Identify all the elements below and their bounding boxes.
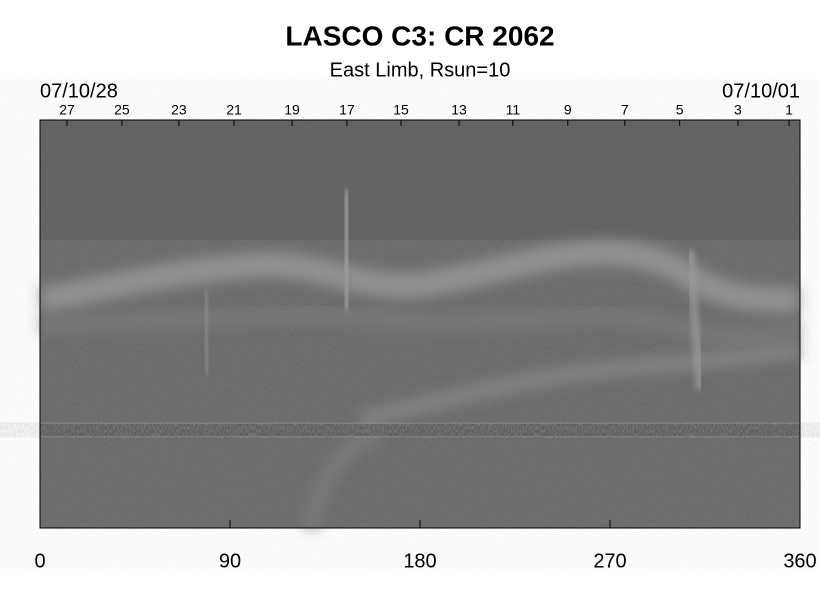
top-tick-label: 1: [785, 102, 793, 118]
top-tick-label: 23: [171, 102, 187, 118]
top-tick-label: 17: [339, 102, 355, 118]
top-tick-label: 25: [114, 102, 130, 118]
top-tick-label: 15: [393, 102, 409, 118]
x-tick-label: 180: [403, 550, 436, 572]
top-tick-label: 27: [59, 102, 75, 118]
x-tick-label: 360: [783, 550, 816, 572]
top-tick-label: 5: [676, 102, 684, 118]
top-tick-label: 3: [734, 102, 742, 118]
end-date: 07/10/01: [722, 80, 800, 102]
x-tick-label: 0: [34, 550, 45, 572]
x-tick-label: 270: [593, 550, 626, 572]
map-image: [37, 119, 801, 530]
top-tick-label: 7: [621, 102, 629, 118]
top-tick-label: 19: [284, 102, 300, 118]
top-tick-label: 21: [226, 102, 242, 118]
top-tick-label: 13: [451, 102, 467, 118]
chart-subtitle: East Limb, Rsun=10: [330, 59, 511, 81]
start-date: 07/10/28: [40, 80, 118, 102]
chart-title: LASCO C3: CR 2062: [285, 20, 554, 51]
top-tick-label: 9: [564, 102, 572, 118]
x-tick-label: 90: [219, 550, 241, 572]
top-tick-label: 11: [506, 102, 521, 118]
